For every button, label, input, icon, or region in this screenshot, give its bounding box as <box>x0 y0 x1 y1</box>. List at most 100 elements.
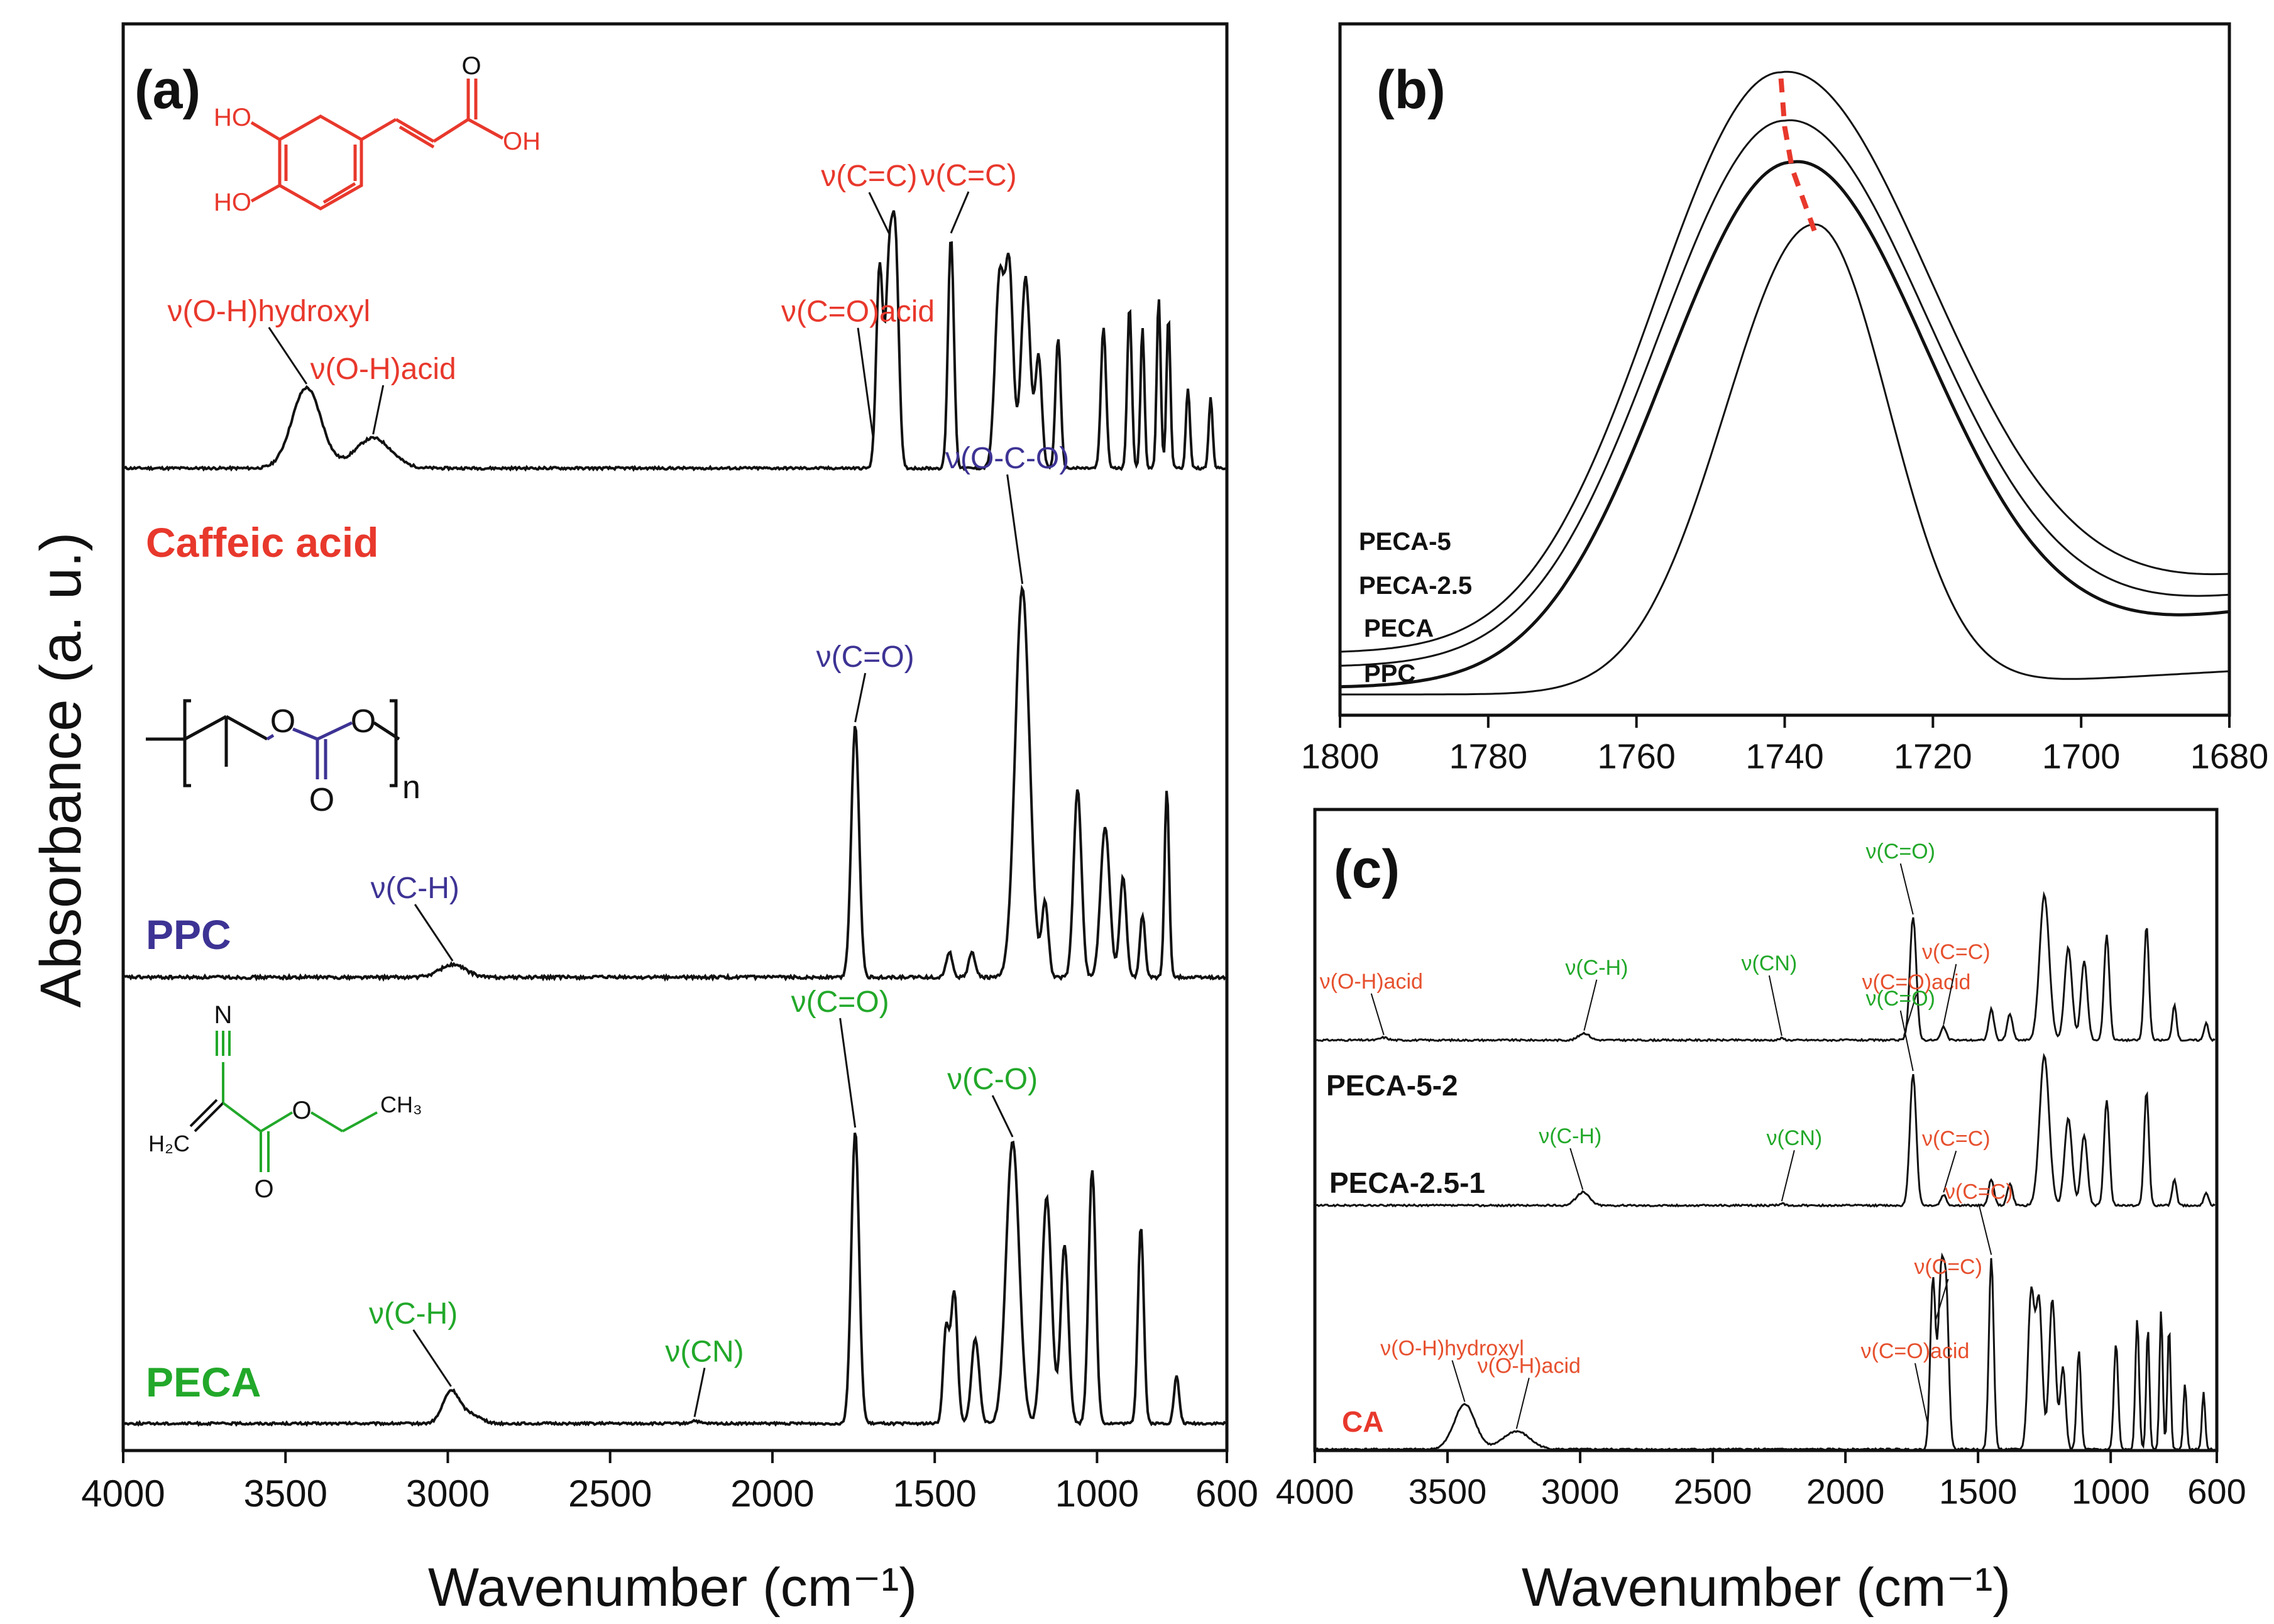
panel-c-annotation: ν(O-H)acid <box>1478 1354 1581 1378</box>
panel-a-annotation-leader <box>950 191 970 234</box>
panel-a-annotation: ν(C=O) <box>791 985 889 1019</box>
panel-a-annotation: ν(O-C-O) <box>945 442 1069 475</box>
panel-b-label: (b) <box>1376 60 1446 120</box>
svg-text:O: O <box>254 1175 273 1203</box>
panel-c-annotation-leader <box>1583 979 1598 1031</box>
svg-text:O: O <box>270 703 295 740</box>
panel-c-trace-peca-5-2 <box>1316 891 2216 1043</box>
panel-a-trace-ppc <box>124 584 1227 982</box>
svg-text:O: O <box>461 52 481 80</box>
panel-c-x-tick-label: 4000 <box>1276 1471 1354 1511</box>
peca-structure: N H₂C O O CH₃ <box>148 1001 422 1203</box>
panel-a-x-axis-label: Wavenumber (cm⁻¹) <box>428 1557 917 1618</box>
panel-a-annotation: ν(C=O)acid <box>781 295 935 329</box>
panel-a-x-tick-label: 1500 <box>893 1473 976 1515</box>
panel-b-x-tick-label: 1800 <box>1301 736 1380 776</box>
panel-a-annotation-leader <box>854 672 867 723</box>
ppc-label: PPC <box>146 911 231 958</box>
panel-a-annotation: ν(CN) <box>665 1336 744 1369</box>
panel-a-x-tick-label: 2500 <box>568 1473 652 1515</box>
panel-c-annotation-leader <box>1978 1204 1992 1255</box>
svg-text:OH: OH <box>503 128 541 155</box>
panel-a-trace-caffeic-acid <box>124 210 1226 472</box>
panel-b: (b) 1800 1780 1760 1740 1720 1700 1680 PECA-5 … <box>1301 22 2269 776</box>
peca-2-5-1-label: PECA-2.5-1 <box>1329 1166 1485 1199</box>
panel-c: (c) ν(O-H)acid ν(C-H) ν(CN) ν(C=O)acid ν(C=O… <box>1276 808 2246 1618</box>
panel-c-x-axis: 4000 3500 3000 2500 2000 1500 1000 600 <box>1276 1451 2246 1511</box>
panel-c-x-axis-label: Wavenumber (cm⁻¹) <box>1522 1557 2011 1618</box>
panel-a-annotation: ν(C=C) <box>821 160 917 193</box>
peca-5-2-label: PECA-5-2 <box>1326 1069 1458 1102</box>
panel-b-peak-shift-line <box>1778 78 1817 232</box>
panel-a-x-tick-label: 3000 <box>406 1473 490 1515</box>
panel-a-x-tick-label: 600 <box>1195 1473 1258 1515</box>
panel-a-x-axis: 4000 3500 3000 2500 2000 1500 1000 600 <box>81 1451 1258 1515</box>
panel-c-trace-ca <box>1316 1252 2216 1452</box>
panel-a-annotation-leader <box>839 1018 857 1128</box>
panel-c-annotation-leader <box>1370 993 1385 1036</box>
peca-2-5-label: PECA-2.5 <box>1359 572 1472 600</box>
panel-c-annotation-leader <box>1943 1150 1957 1193</box>
panel-a-annotation: ν(C=O) <box>816 640 915 674</box>
panel-a-annotation-leader <box>414 904 454 962</box>
panel-c-frame <box>1313 808 2219 1452</box>
panel-c-x-tick-label: 2500 <box>1674 1471 1752 1511</box>
svg-text:CH₃: CH₃ <box>380 1092 422 1117</box>
panel-a-trace-peca <box>123 1133 1226 1427</box>
panel-a-annotation-leader <box>1006 474 1024 584</box>
panel-a-frame <box>121 22 1229 1452</box>
ca-label: CA <box>1342 1405 1383 1438</box>
panel-b-x-tick-label: 1720 <box>1894 736 1972 776</box>
peca-label: PECA <box>146 1359 261 1405</box>
panel-c-annotation-leader <box>1903 994 1917 1036</box>
panel-b-x-tick-label: 1700 <box>2042 736 2121 776</box>
panel-b-x-tick-label: 1680 <box>2190 736 2269 776</box>
panel-a-annotation-leader <box>268 327 308 385</box>
panel-c-annotation: ν(C=O)acid <box>1861 1339 1970 1363</box>
panel-c-annotation: ν(C-H) <box>1565 956 1628 980</box>
panel-b-traces <box>1339 70 2230 696</box>
panel-c-annotation-leader <box>1914 1363 1928 1424</box>
panel-c-x-tick-label: 600 <box>2187 1471 2246 1511</box>
panel-c-annotation-leader <box>1935 1278 1949 1321</box>
panel-c-annotation-leader <box>1768 975 1782 1036</box>
panel-a-annotation: ν(C-H) <box>371 872 459 905</box>
svg-text:HO: HO <box>214 189 251 216</box>
panel-c-annotation: ν(C=C) <box>1922 940 1991 964</box>
panel-c-x-tick-label: 3500 <box>1409 1471 1487 1511</box>
svg-text:O: O <box>309 782 334 818</box>
panel-c-x-tick-label: 1000 <box>2072 1471 2150 1511</box>
panel-c-x-tick-label: 3000 <box>1541 1471 1620 1511</box>
panel-b-x-tick-label: 1740 <box>1745 736 1824 776</box>
panel-c-annotation-leader <box>1899 1010 1914 1072</box>
panel-c-annotation-leader <box>1451 1360 1466 1402</box>
panel-c-annotation: ν(C=C) <box>1945 1180 2013 1204</box>
panel-b-x-axis: 1800 1780 1760 1740 1720 1700 1680 <box>1301 715 2269 776</box>
panel-a-x-tick-label: 3500 <box>243 1473 327 1515</box>
panel-b-trace-peca-2-5 <box>1339 119 2230 667</box>
panel-c-annotation: ν(C=C) <box>1914 1255 1982 1279</box>
panel-a-annotation: ν(C-O) <box>947 1063 1038 1096</box>
panel-c-annotation: ν(CN) <box>1766 1126 1822 1150</box>
panel-c-annotation: ν(O-H)acid <box>1320 970 1423 994</box>
panel-a-traces: ν(O-H)hydroxyl ν(O-H)acid ν(C=O)acid ν(C=C)… <box>123 159 1227 1427</box>
panel-a-x-tick-label: 1000 <box>1055 1473 1139 1515</box>
svg-text:n: n <box>402 769 420 806</box>
panel-b-trace-peca-5 <box>1339 70 2230 653</box>
y-axis-label: Absorbance (a. u.) <box>29 532 93 1008</box>
panel-a-annotation-leader <box>868 192 891 234</box>
svg-text:O: O <box>351 703 376 740</box>
ppc-label-b: PPC <box>1364 660 1415 688</box>
panel-b-x-tick-label: 1760 <box>1597 736 1676 776</box>
panel-c-annotation: ν(O-H)hydroxyl <box>1380 1336 1524 1360</box>
svg-text:H₂C: H₂C <box>148 1131 190 1156</box>
panel-c-annotation: ν(C=O) <box>1865 840 1935 864</box>
panel-a-annotation: ν(O-H)acid <box>310 353 456 386</box>
caffeic-acid-label: Caffeic acid <box>146 519 378 566</box>
panel-a-annotation-leader <box>693 1368 706 1417</box>
panel-c-annotation: ν(C=C) <box>1922 1127 1991 1151</box>
panel-b-series-labels: PECA-5 PECA-2.5 PECA PPC <box>1359 528 1472 688</box>
ppc-structure: O O O n <box>146 699 420 818</box>
caffeic-acid-structure: O OH HO HO <box>214 52 541 216</box>
